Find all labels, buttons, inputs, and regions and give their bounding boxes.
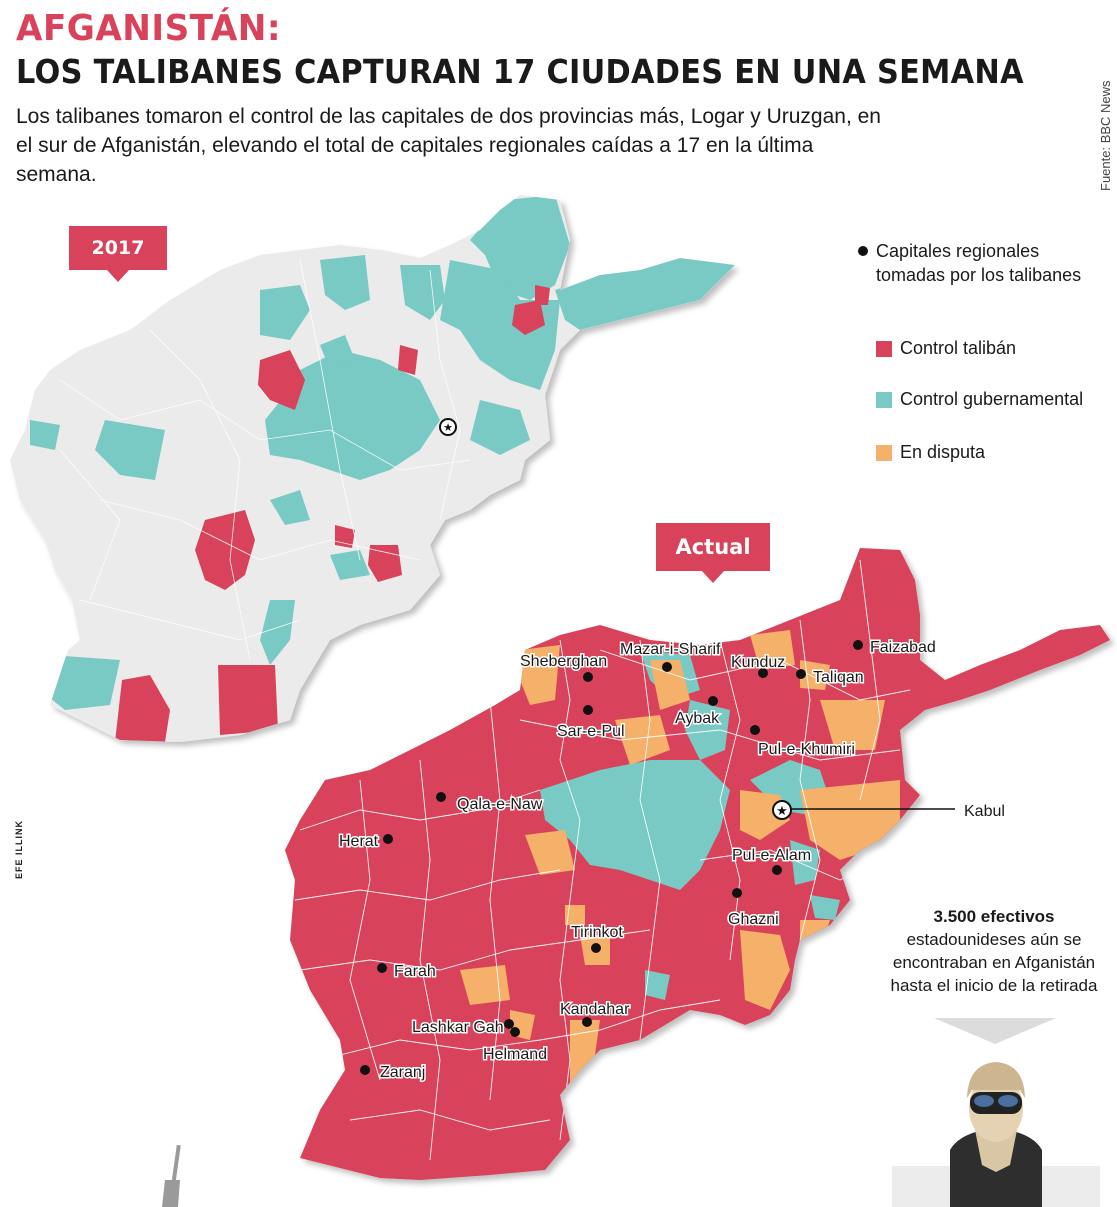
city-label: Tirinkot bbox=[571, 924, 623, 941]
kabul-2017-marker: ★ bbox=[439, 418, 457, 436]
svg-text:★: ★ bbox=[776, 804, 788, 819]
city-label: Lashkar Gah bbox=[412, 1019, 504, 1036]
city-label: Kandahar bbox=[560, 1001, 630, 1018]
subtitle: Los talibanes tomaron el control de las … bbox=[16, 105, 881, 186]
legend-item-taliban: Control talibán bbox=[876, 338, 1016, 359]
city-label: Kunduz bbox=[731, 654, 785, 671]
map-actual-government-areas bbox=[540, 650, 840, 1000]
agency-credit-text: EFE ILLINK bbox=[14, 820, 24, 879]
legend-swatch bbox=[876, 391, 892, 408]
city-label: Aybak bbox=[675, 710, 720, 727]
city-dot-lashkar-gah bbox=[504, 1019, 514, 1029]
city-label: Ghazni bbox=[728, 911, 779, 928]
city-dot-helmand bbox=[510, 1027, 520, 1037]
city-dot-aybak bbox=[708, 696, 718, 706]
city-labels: Sheberghan Mazar-i-Sharif Kunduz Taliqan… bbox=[338, 638, 1007, 1083]
city-dot-kunduz bbox=[758, 668, 768, 678]
city-label: Pul-e-Alam bbox=[732, 847, 811, 864]
map-actual-disputed-areas bbox=[460, 630, 900, 1090]
city-label: Sar-e-Pul bbox=[557, 723, 625, 740]
map-2017: ★ bbox=[10, 195, 735, 742]
legend-item-label: Control gubernamental bbox=[900, 389, 1084, 409]
city-dot-ghazni bbox=[732, 888, 742, 898]
legend-swatch bbox=[876, 340, 892, 357]
title: AFGANISTÁN: bbox=[16, 8, 282, 49]
city-dot-sheberghan bbox=[583, 672, 593, 682]
city-markers bbox=[360, 640, 863, 1075]
city-label: Taliqan bbox=[813, 669, 864, 686]
city-dot-qala-e-naw bbox=[436, 792, 446, 802]
city-dot-mazar-i-sharif bbox=[662, 662, 672, 672]
legend-dot-entry: Capitales regionales tomadas por los tal… bbox=[858, 239, 1086, 287]
map-2017-label: 2017 bbox=[69, 226, 167, 282]
city-label: Pul-e-Khumiri bbox=[758, 741, 855, 758]
legend-item-disputed: En disputa bbox=[876, 442, 985, 463]
soldier-illustration bbox=[892, 1018, 1100, 1207]
city-dot-tirinkot bbox=[591, 943, 601, 953]
kabul-actual-marker: ★ bbox=[772, 800, 792, 820]
city-label: Farah bbox=[394, 963, 436, 980]
city-dot-sar-e-pul bbox=[583, 705, 593, 715]
rifle-illustration bbox=[162, 1144, 181, 1207]
city-label: Kabul bbox=[964, 803, 1005, 820]
city-label: Mazar-i-Sharif bbox=[620, 641, 721, 658]
city-label: Herat bbox=[339, 833, 379, 850]
agency-credit: EFE ILLINK bbox=[14, 820, 36, 890]
svg-text:★: ★ bbox=[443, 421, 453, 434]
city-dot-pul-e-khumiri bbox=[750, 725, 760, 735]
headline: LOS TALIBANES CAPTURAN 17 CIUDADES EN UN… bbox=[16, 52, 1024, 91]
troops-callout: 3.500 efectivos estadounideses aún se en… bbox=[876, 905, 1112, 997]
city-label: Helmand bbox=[483, 1046, 547, 1063]
map-2017-taliban-areas bbox=[115, 285, 550, 742]
city-dot-taliqan bbox=[796, 669, 806, 679]
city-dot-farah bbox=[377, 963, 387, 973]
city-dot-pul-e-alam bbox=[772, 865, 782, 875]
troops-text: estadounideses aún se encontraban en Afg… bbox=[890, 930, 1098, 995]
map-actual bbox=[285, 548, 1110, 1180]
legend-item-label: En disputa bbox=[900, 442, 986, 462]
legend-item-government: Control gubernamental bbox=[876, 389, 1083, 410]
city-dot-zaranj bbox=[360, 1065, 370, 1075]
city-dot-kandahar bbox=[582, 1017, 592, 1027]
city-label: Sheberghan bbox=[520, 653, 607, 670]
legend-dot-label: Capitales regionales tomadas por los tal… bbox=[876, 241, 1082, 285]
city-label: Faizabad bbox=[870, 639, 936, 656]
city-dot-faizabad bbox=[853, 640, 863, 650]
map-actual-label: Actual bbox=[656, 523, 770, 583]
legend-item-label: Control talibán bbox=[900, 338, 1017, 358]
capital-dot-icon bbox=[858, 246, 868, 256]
troops-figure: 3.500 efectivos bbox=[933, 907, 1055, 926]
city-label: Qala-e-Naw bbox=[457, 796, 543, 813]
map-2017-government-areas bbox=[30, 195, 735, 710]
legend-swatch bbox=[876, 444, 892, 461]
city-dot-herat bbox=[383, 834, 393, 844]
city-label: Zaranj bbox=[380, 1064, 425, 1081]
